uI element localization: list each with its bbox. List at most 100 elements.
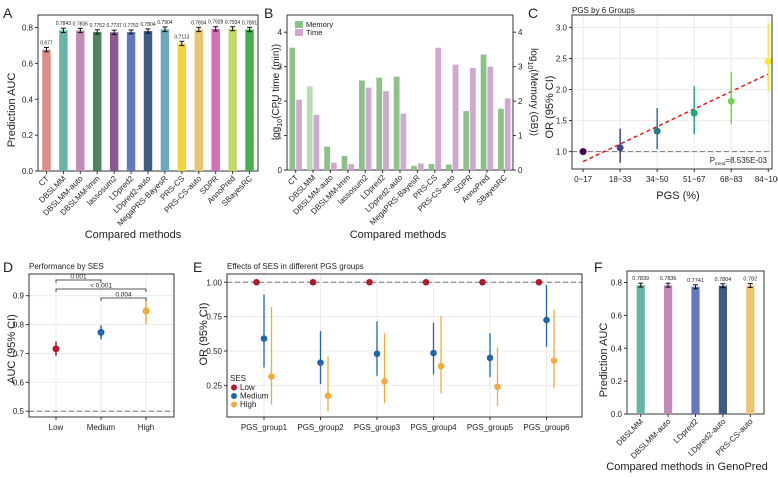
data-label: 0.7836 — [660, 276, 677, 282]
y-tick-label: 0 — [278, 166, 283, 175]
point-medium — [430, 349, 437, 357]
x-tick-label: PGS_group1 — [241, 423, 288, 432]
legend-key — [231, 393, 237, 399]
bar-memory — [428, 164, 435, 170]
bar — [126, 31, 136, 171]
bar — [194, 29, 203, 172]
y-tick-label: 0.0 — [611, 410, 623, 419]
data-label: 0.7836 — [73, 21, 89, 27]
panel-b-ylabel-right: log10(Memory (GB)) — [526, 48, 539, 136]
x-tick-label: Low — [49, 423, 64, 432]
point — [690, 109, 698, 117]
bar — [177, 43, 187, 171]
panel-b-ylabel: log10(CPU time (min)) — [271, 44, 284, 140]
bar-memory — [376, 77, 383, 170]
bar — [691, 286, 700, 414]
plot-frame — [28, 273, 175, 418]
p-value-label: < 0.001 — [90, 283, 112, 290]
y-tick-label: 0.6 — [611, 311, 623, 320]
legend-swatch — [295, 29, 303, 36]
y-right-tick-label: 4 — [518, 28, 523, 37]
bar — [746, 285, 755, 414]
data-label: 0.677 — [40, 40, 53, 46]
panel-a-ylabel: Prediction AUC — [6, 73, 18, 148]
bar-time — [470, 68, 476, 170]
data-label: 0.7752 — [90, 23, 106, 29]
y-tick-label: 2.5 — [556, 54, 568, 63]
bar — [93, 31, 102, 171]
point — [97, 328, 105, 336]
y-tick-label: 1 — [278, 132, 283, 141]
y-tick-label: 0.6 — [13, 378, 25, 387]
bar-memory — [393, 76, 400, 170]
point — [579, 148, 587, 156]
x-tick-label: PGS_group5 — [467, 423, 514, 432]
plot-frame — [226, 273, 583, 418]
legend-label: Medium — [240, 392, 269, 401]
bar — [718, 285, 728, 414]
panel-a: 0.00.20.40.60.80.677CT0.7843DBSLMM0.7836… — [22, 14, 259, 228]
bar-memory — [463, 111, 470, 170]
y-tick-label: 0.7 — [13, 349, 25, 358]
bar — [143, 31, 153, 171]
panel-letter-d: D — [3, 259, 13, 275]
bar — [59, 30, 68, 171]
x-tick-label: 0~17 — [574, 175, 593, 184]
panel-letter-b: B — [264, 5, 273, 21]
x-tick-label: PGS_group2 — [297, 423, 344, 432]
bar-time — [435, 47, 442, 170]
bar-time — [296, 99, 302, 170]
x-tick-label: 68~83 — [720, 175, 743, 184]
point-medium — [317, 359, 324, 366]
point-medium — [486, 354, 494, 362]
data-label: 0.7934 — [225, 20, 241, 26]
point-medium — [543, 316, 550, 324]
p-value-label: 0.001 — [70, 274, 87, 281]
point-medium — [260, 335, 268, 342]
bar-time — [504, 98, 511, 170]
bar-memory — [498, 108, 504, 170]
point-high — [550, 357, 558, 364]
y-tick-label: 0.4 — [22, 95, 34, 104]
data-label: 0.7741 — [687, 278, 704, 284]
y-tick-label: 0.6 — [22, 59, 34, 68]
significance-bracket — [100, 297, 147, 301]
bar-memory — [411, 165, 417, 170]
point-low — [422, 278, 430, 286]
panel-letter-f: F — [594, 259, 603, 275]
data-label: 0.7904 — [157, 20, 173, 26]
panel-e: PGS_group1 PGS_group2 PGS_group3 PGS_group4… — [206, 273, 583, 432]
y-tick-label: 0.2 — [22, 131, 34, 140]
data-label: 0.7928 — [208, 20, 224, 26]
panel-c: 0~17 18~33 34~50 51~67 68~83 84~100 1.0 1.5 2.0 2… — [556, 14, 778, 184]
y-tick-label: 1.00 — [206, 278, 222, 287]
y-right-tick-label: 1 — [518, 132, 523, 141]
y-tick-label: 0.0 — [22, 167, 34, 176]
panel-d-title: Performance by SES — [29, 262, 104, 271]
bar — [663, 285, 673, 414]
panel-f-xlabel: Compared methods in GenoPred — [606, 461, 767, 473]
bar — [228, 28, 237, 172]
legend-label: Low — [240, 383, 255, 392]
point — [52, 345, 60, 353]
y-tick-label: 0.5 — [13, 407, 25, 416]
y-tick-label: 0.8 — [13, 321, 25, 330]
trend-line — [582, 73, 769, 163]
p-value-label: 0.004 — [115, 292, 132, 299]
panel-a-xlabel: Compared methods — [85, 229, 182, 241]
panel-f: 0.00.20.40.60.8 0.7839DBSLMM0.7836DBSLMM-… — [611, 270, 765, 461]
x-tick-label: Medium — [87, 423, 116, 432]
x-tick-label: High — [138, 423, 154, 432]
bar — [42, 49, 51, 171]
legend-label: High — [240, 400, 256, 409]
y-tick-label: 0.2 — [611, 377, 623, 386]
bar-memory — [324, 146, 330, 170]
y-tick-label: 2 — [278, 97, 283, 106]
panel-e-ylabel: OR (95% CI) — [198, 303, 210, 366]
point-high — [324, 392, 332, 399]
panel-c-ylabel: OR (95% CI) — [544, 76, 556, 139]
legend-swatch — [295, 21, 303, 28]
data-label: 0.782 — [743, 276, 757, 282]
y-tick-label: 0.4 — [611, 344, 623, 353]
